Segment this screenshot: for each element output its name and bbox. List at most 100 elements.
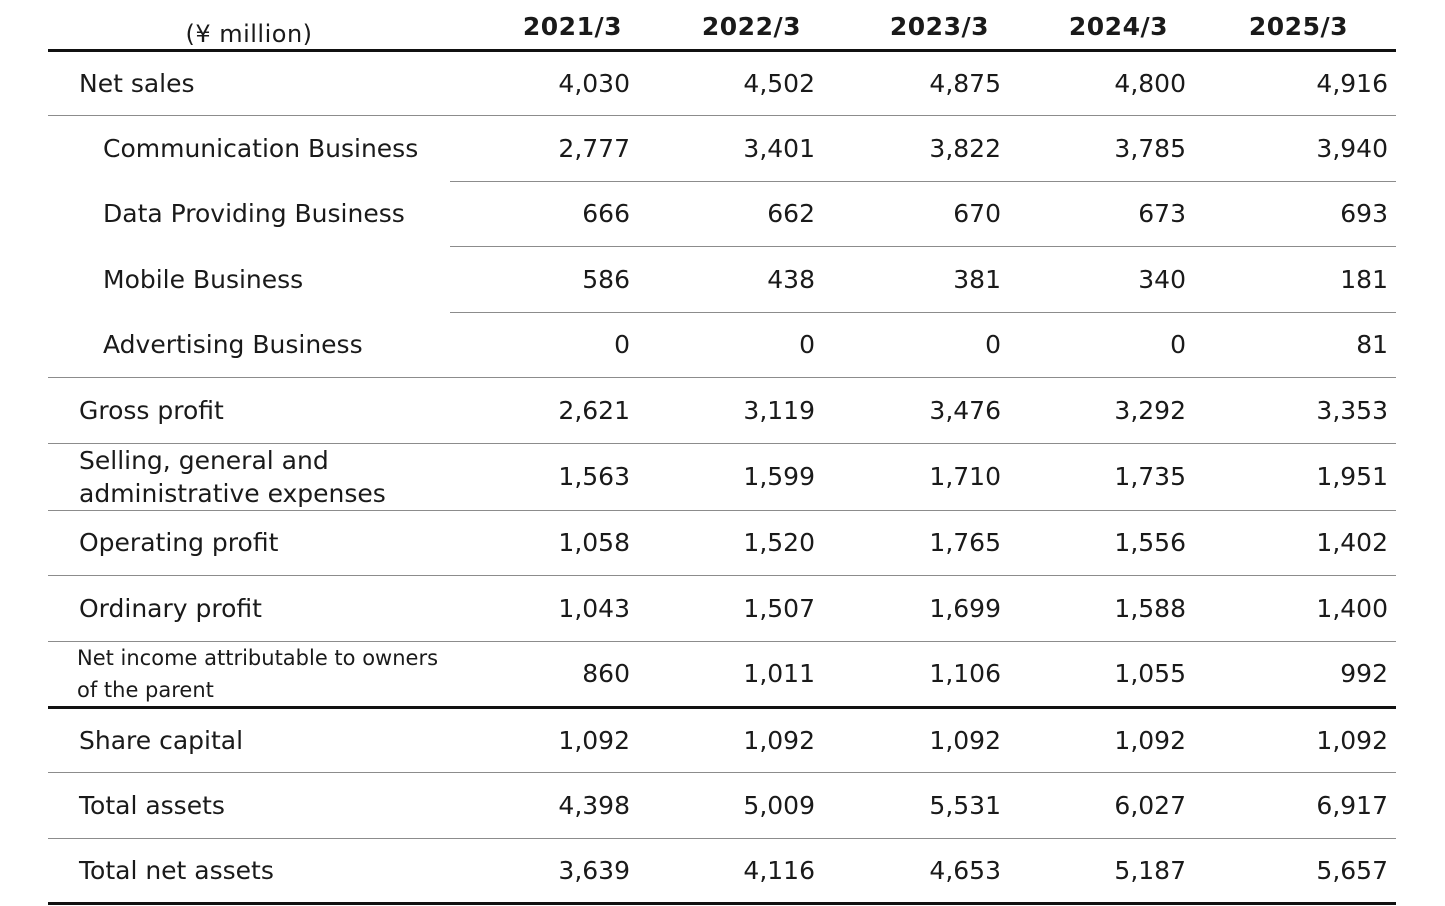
row-label: Net income attributable to owners of the…	[48, 641, 450, 709]
table-row: Gross profit 2,621 3,119 3,476 3,292 3,3…	[48, 377, 1396, 444]
row-label: Mobile Business	[103, 264, 304, 294]
cell-value: 670	[823, 181, 1009, 247]
cell-value: 0	[823, 312, 1009, 378]
cell-value: 1,588	[1009, 575, 1194, 642]
table-row: Share capital 1,092 1,092 1,092 1,092 1,…	[48, 707, 1396, 773]
row-label: Share capital	[48, 707, 450, 773]
table-row: Net sales 4,030 4,502 4,875 4,800 4,916	[48, 50, 1396, 116]
year-header: 2022/3	[638, 0, 823, 52]
financial-table: (¥ million) 2021/3 2022/3 2023/3 2024/3 …	[48, 0, 1396, 905]
row-label: Selling, general and administrative expe…	[48, 443, 450, 511]
table-row: Total assets 4,398 5,009 5,531 6,027 6,9…	[48, 772, 1396, 839]
cell-value: 3,119	[638, 377, 823, 444]
cell-value: 662	[638, 181, 823, 247]
cell-value: 0	[1009, 312, 1194, 378]
cell-value: 4,116	[638, 838, 823, 905]
table-row: Data Providing Business 666 662 670 673 …	[48, 181, 1396, 247]
cell-value: 5,187	[1009, 838, 1194, 905]
unit-label: (¥ million)	[48, 0, 450, 52]
cell-value: 1,402	[1194, 510, 1396, 576]
cell-value: 3,822	[823, 115, 1009, 182]
cell-value: 2,777	[450, 115, 638, 182]
cell-value: 673	[1009, 181, 1194, 247]
cell-value: 81	[1194, 312, 1396, 378]
cell-value: 3,401	[638, 115, 823, 182]
cell-value: 1,563	[450, 443, 638, 511]
cell-value: 1,092	[638, 707, 823, 773]
cell-value: 1,092	[1194, 707, 1396, 773]
cell-value: 2,621	[450, 377, 638, 444]
cell-value: 5,657	[1194, 838, 1396, 905]
row-label: Gross profit	[48, 377, 450, 444]
cell-value: 3,353	[1194, 377, 1396, 444]
cell-value: 860	[450, 641, 638, 709]
year-header: 2023/3	[823, 0, 1009, 52]
cell-value: 1,710	[823, 443, 1009, 511]
cell-value: 4,653	[823, 838, 1009, 905]
cell-value: 586	[450, 246, 638, 313]
cell-value: 1,520	[638, 510, 823, 576]
cell-value: 1,055	[1009, 641, 1194, 709]
cell-value: 1,092	[823, 707, 1009, 773]
row-label: Operating profit	[48, 510, 450, 576]
cell-value: 1,507	[638, 575, 823, 642]
cell-value: 381	[823, 246, 1009, 313]
table-row: Net income attributable to owners of the…	[48, 641, 1396, 709]
cell-value: 4,030	[450, 50, 638, 116]
row-label-line: of the parent	[77, 677, 214, 702]
cell-value: 1,765	[823, 510, 1009, 576]
cell-value: 3,476	[823, 377, 1009, 444]
cell-value: 438	[638, 246, 823, 313]
row-label: Ordinary profit	[48, 575, 450, 642]
row-label-line: Selling, general and	[79, 445, 329, 475]
cell-value: 1,106	[823, 641, 1009, 709]
cell-value: 992	[1194, 641, 1396, 709]
table-row: Ordinary profit 1,043 1,507 1,699 1,588 …	[48, 575, 1396, 642]
cell-value: 340	[1009, 246, 1194, 313]
row-label: Communication Business	[103, 134, 419, 163]
cell-value: 4,398	[450, 772, 638, 839]
row-label: Net sales	[48, 50, 450, 116]
cell-value: 1,011	[638, 641, 823, 709]
table-row: Selling, general and administrative expe…	[48, 443, 1396, 511]
cell-value: 666	[450, 181, 638, 247]
table-row: Mobile Business 586 438 381 340 181	[48, 246, 1396, 313]
cell-value: 4,875	[823, 50, 1009, 116]
cell-value: 181	[1194, 246, 1396, 313]
cell-value: 5,531	[823, 772, 1009, 839]
row-label: Total net assets	[48, 838, 450, 905]
cell-value: 3,785	[1009, 115, 1194, 182]
financial-summary: (¥ million) 2021/3 2022/3 2023/3 2024/3 …	[48, 0, 1396, 905]
year-header: 2025/3	[1194, 0, 1396, 52]
row-label: Total assets	[48, 772, 450, 839]
cell-value: 1,951	[1194, 443, 1396, 511]
cell-value: 6,917	[1194, 772, 1396, 839]
cell-value: 5,009	[638, 772, 823, 839]
cell-value: 4,502	[638, 50, 823, 116]
cell-value: 4,916	[1194, 50, 1396, 116]
cell-value: 3,940	[1194, 115, 1396, 182]
table-body: Net sales 4,030 4,502 4,875 4,800 4,916 …	[48, 50, 1396, 905]
table-header: (¥ million) 2021/3 2022/3 2023/3 2024/3 …	[48, 0, 1396, 52]
row-label: Data Providing Business	[103, 199, 405, 229]
cell-value: 1,699	[823, 575, 1009, 642]
year-header: 2024/3	[1009, 0, 1194, 52]
cell-value: 1,400	[1194, 575, 1396, 642]
table-row: Total net assets 3,639 4,116 4,653 5,187…	[48, 838, 1396, 905]
table-row: Operating profit 1,058 1,520 1,765 1,556…	[48, 510, 1396, 576]
cell-value: 3,639	[450, 838, 638, 905]
cell-value: 0	[638, 312, 823, 378]
cell-value: 1,092	[1009, 707, 1194, 773]
cell-value: 0	[450, 312, 638, 378]
cell-value: 693	[1194, 181, 1396, 247]
row-label: Advertising Business	[48, 312, 450, 378]
row-label-line: administrative expenses	[79, 478, 386, 508]
cell-value: 1,058	[450, 510, 638, 576]
cell-value: 1,043	[450, 575, 638, 642]
cell-value: 1,735	[1009, 443, 1194, 511]
year-header: 2021/3	[450, 0, 638, 52]
table-row: Communication Business 2,777 3,401 3,822…	[48, 115, 1396, 182]
cell-value: 4,800	[1009, 50, 1194, 116]
cell-value: 3,292	[1009, 377, 1194, 444]
row-label-line: Net income attributable to owners	[77, 645, 439, 670]
